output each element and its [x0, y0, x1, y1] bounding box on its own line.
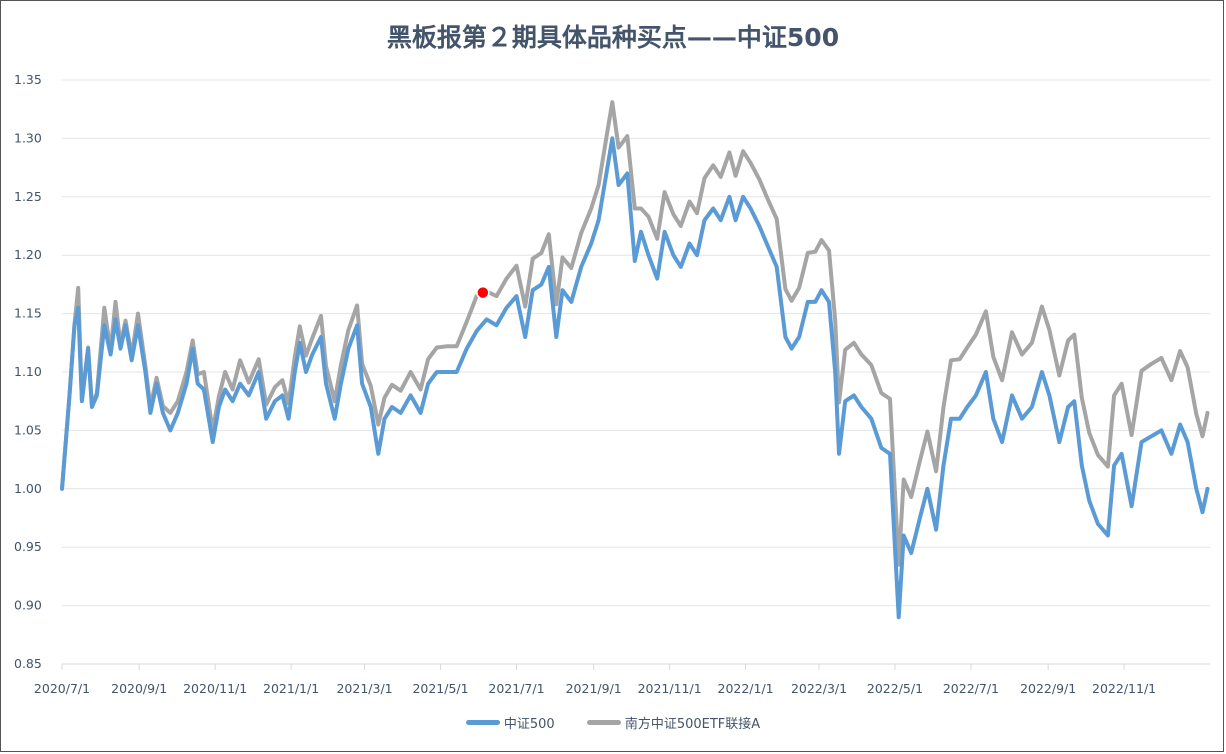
legend-item-csi500[interactable]: 中证500	[465, 713, 555, 732]
x-tick-label: 2021/7/1	[488, 681, 544, 696]
y-tick-label: 1.20	[14, 247, 42, 262]
y-tick-label: 1.10	[14, 364, 42, 379]
series-line-csi500	[60, 136, 1210, 620]
y-tick-label: 1.00	[14, 481, 42, 496]
y-tick-label: 1.05	[14, 422, 42, 437]
x-tick-label: 2021/5/1	[412, 681, 468, 696]
legend-label: 南方中证500ETF联接A	[624, 717, 761, 732]
y-tick-label: 1.30	[14, 130, 42, 145]
x-tick-label: 2020/7/1	[34, 681, 90, 696]
y-tick-label: 1.15	[14, 306, 42, 321]
chart-title: 黑板报第２期具体品种买点——中证500	[386, 23, 840, 52]
legend-swatch	[586, 720, 621, 725]
x-tick-label: 2022/1/1	[718, 681, 774, 696]
legend-item-etf[interactable]: 南方中证500ETF联接A	[586, 713, 761, 732]
y-tick-label: 0.95	[14, 539, 42, 554]
x-tick-label: 2022/7/1	[943, 681, 999, 696]
y-tick-label: 0.90	[14, 598, 42, 613]
x-tick-label: 2022/5/1	[867, 681, 923, 696]
x-tick-label: 2022/11/1	[1092, 681, 1156, 696]
x-tick-label: 2021/11/1	[638, 681, 702, 696]
y-tick-label: 0.85	[14, 656, 42, 671]
legend: 中证500 南方中证500ETF联接A	[0, 713, 1226, 732]
x-tick-label: 2022/3/1	[791, 681, 847, 696]
legend-label: 中证500	[503, 717, 555, 732]
x-tick-label: 2021/1/1	[263, 681, 319, 696]
buy-point-marker	[476, 285, 490, 300]
y-tick-label: 1.35	[14, 72, 42, 87]
x-tick-label: 2022/9/1	[1020, 681, 1076, 696]
y-tick-label: 1.25	[14, 189, 42, 204]
legend-swatch	[465, 720, 500, 725]
series-line-etf	[60, 100, 1210, 567]
x-tick-label: 2020/9/1	[111, 681, 167, 696]
x-tick-label: 2021/3/1	[336, 681, 392, 696]
x-tick-label: 2021/9/1	[566, 681, 622, 696]
x-tick-label: 2020/11/1	[183, 681, 247, 696]
